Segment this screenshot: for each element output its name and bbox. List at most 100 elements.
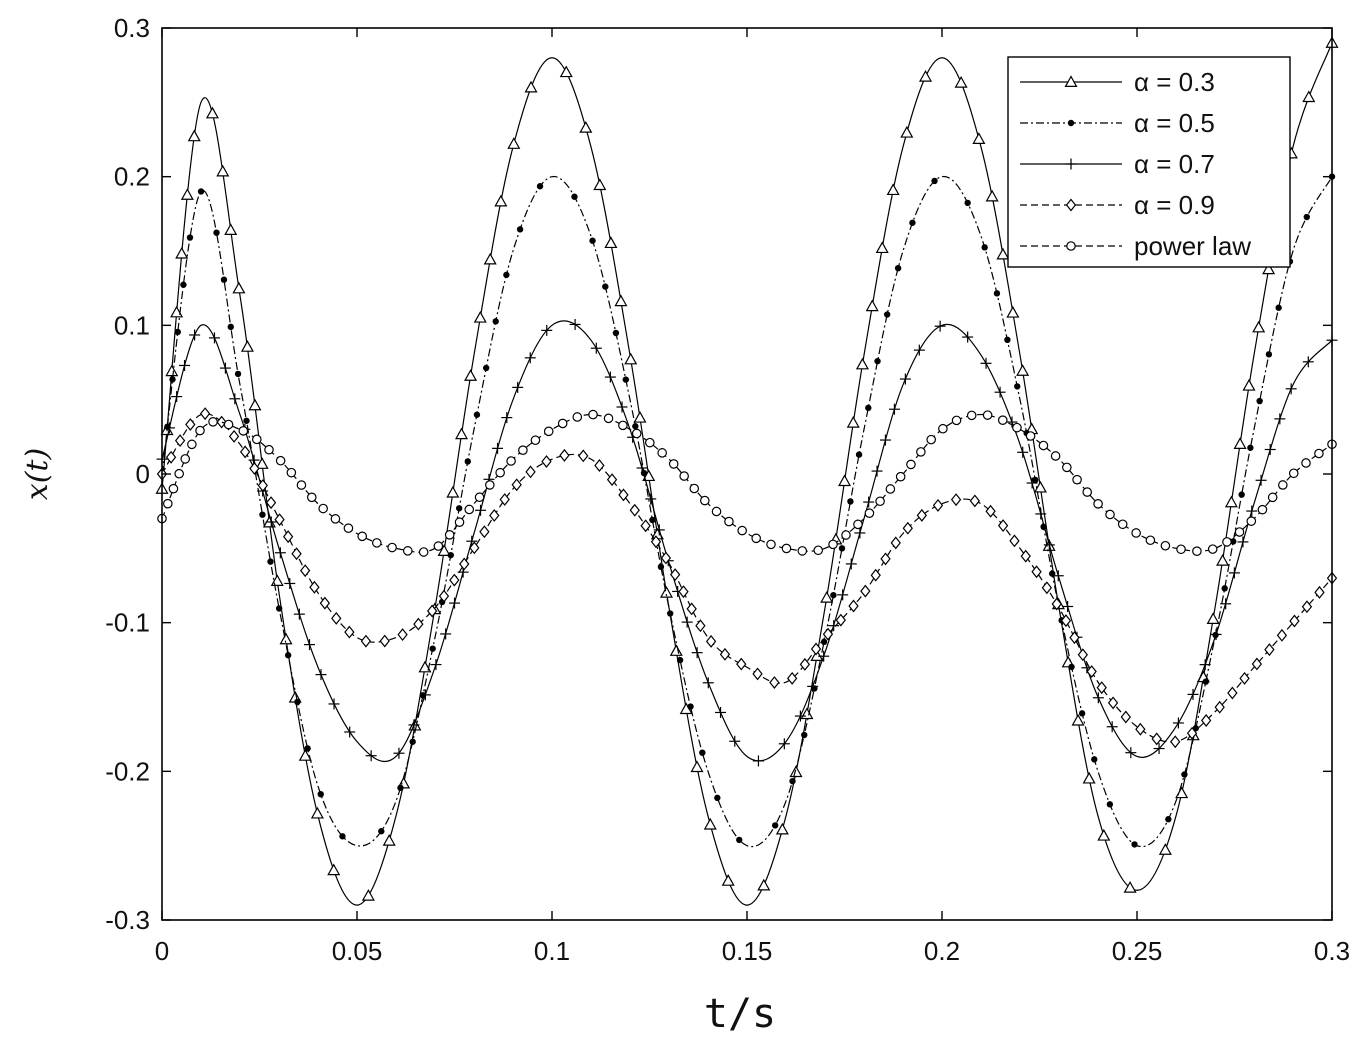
marker-triangle	[996, 247, 1010, 260]
marker-diamond	[835, 613, 846, 627]
marker-dot	[602, 283, 609, 290]
marker-diamond	[786, 671, 798, 685]
marker-circle	[1145, 535, 1156, 546]
marker-triangle	[886, 183, 900, 196]
marker-diamond	[736, 657, 747, 671]
marker-circle	[951, 415, 962, 426]
marker-dot	[174, 328, 181, 336]
marker-plus	[1187, 688, 1199, 700]
marker-plus	[449, 597, 461, 609]
marker-circle	[1278, 480, 1288, 490]
marker-triangle	[248, 398, 262, 411]
marker-circle	[797, 546, 808, 556]
marker-circle	[737, 525, 747, 536]
y-tick-label: -0.3	[105, 905, 150, 935]
marker-circle	[402, 546, 413, 556]
marker-circle	[485, 480, 495, 490]
marker-diamond	[1239, 671, 1250, 685]
marker-circle	[208, 417, 218, 427]
marker-dot	[213, 229, 220, 236]
x-tick-label: 0	[155, 936, 169, 966]
marker-triangle	[187, 129, 201, 142]
marker-diamond	[669, 568, 681, 582]
marker-diamond	[606, 473, 618, 487]
marker-plus	[794, 710, 806, 722]
legend-label: power law	[1134, 231, 1251, 261]
marker-diamond	[1314, 585, 1325, 599]
legend-item: α = 0.3	[1020, 67, 1215, 97]
marker-circle	[264, 444, 274, 455]
marker-dot	[1067, 119, 1075, 127]
marker-plus	[1043, 539, 1055, 551]
marker-diamond	[1289, 614, 1300, 628]
marker-diamond	[695, 619, 706, 633]
marker-dot	[304, 745, 311, 752]
marker-triangle	[298, 749, 312, 761]
marker-circle	[1105, 509, 1115, 520]
marker-diamond	[1264, 643, 1275, 657]
marker-plus	[888, 403, 900, 415]
marker-plus	[913, 344, 925, 356]
series-3	[156, 318, 1338, 767]
marker-dot	[1265, 351, 1273, 358]
marker-circle	[1222, 537, 1232, 547]
marker-plus	[284, 577, 296, 589]
marker-triangle	[855, 357, 869, 370]
marker-triangle	[1206, 612, 1220, 624]
marker-circle	[418, 547, 429, 557]
marker-triangle	[1242, 378, 1256, 391]
marker-triangle	[327, 863, 341, 876]
marker-diamond	[397, 628, 408, 642]
marker-plus	[408, 719, 420, 731]
marker-plus	[818, 650, 830, 662]
marker-triangle	[972, 132, 986, 144]
marker-diamond	[1151, 732, 1162, 746]
marker-dot	[197, 188, 205, 195]
marker-dot	[714, 794, 721, 802]
marker-diamond	[870, 568, 881, 582]
marker-triangle	[1262, 262, 1276, 275]
marker-diamond	[174, 434, 186, 448]
marker-triangle	[690, 760, 704, 773]
marker-triangle	[775, 822, 789, 835]
marker-diamond	[459, 557, 470, 571]
marker-diamond	[291, 547, 302, 561]
marker-triangle	[1224, 495, 1238, 508]
marker-diamond	[618, 488, 629, 502]
marker-circle	[433, 541, 444, 551]
marker-diamond	[511, 478, 522, 492]
marker-triangle	[559, 65, 573, 78]
marker-diamond	[525, 465, 536, 479]
marker-triangle	[1302, 90, 1316, 103]
marker-plus	[645, 493, 657, 505]
marker-diamond	[752, 667, 763, 681]
marker-circle	[1207, 544, 1218, 554]
marker-diamond	[860, 584, 871, 598]
marker-triangle	[464, 369, 478, 381]
marker-plus	[778, 738, 790, 750]
marker-dot	[1014, 383, 1021, 390]
y-axis-label: x(t)	[20, 448, 55, 500]
marker-circle	[454, 517, 465, 528]
marker-triangle	[757, 878, 771, 891]
marker-triangle	[165, 364, 179, 377]
series-5	[157, 409, 1337, 557]
marker-plus	[265, 516, 277, 528]
legend-item: α = 0.5	[1020, 108, 1215, 138]
marker-circle	[286, 467, 297, 478]
marker-diamond	[257, 479, 268, 492]
marker-triangle	[255, 457, 269, 469]
marker-diamond	[469, 541, 480, 555]
marker-plus	[393, 747, 405, 759]
marker-diamond	[282, 530, 294, 544]
marker-plus	[962, 331, 974, 343]
marker-circle	[1314, 448, 1324, 459]
marker-plus	[934, 320, 946, 332]
marker-circle	[679, 471, 689, 481]
marker-dot	[789, 777, 796, 785]
marker-diamond	[299, 564, 311, 578]
marker-circle	[982, 410, 993, 420]
marker-triangle	[205, 106, 219, 119]
marker-circle	[1267, 492, 1278, 503]
marker-diamond	[822, 627, 834, 641]
